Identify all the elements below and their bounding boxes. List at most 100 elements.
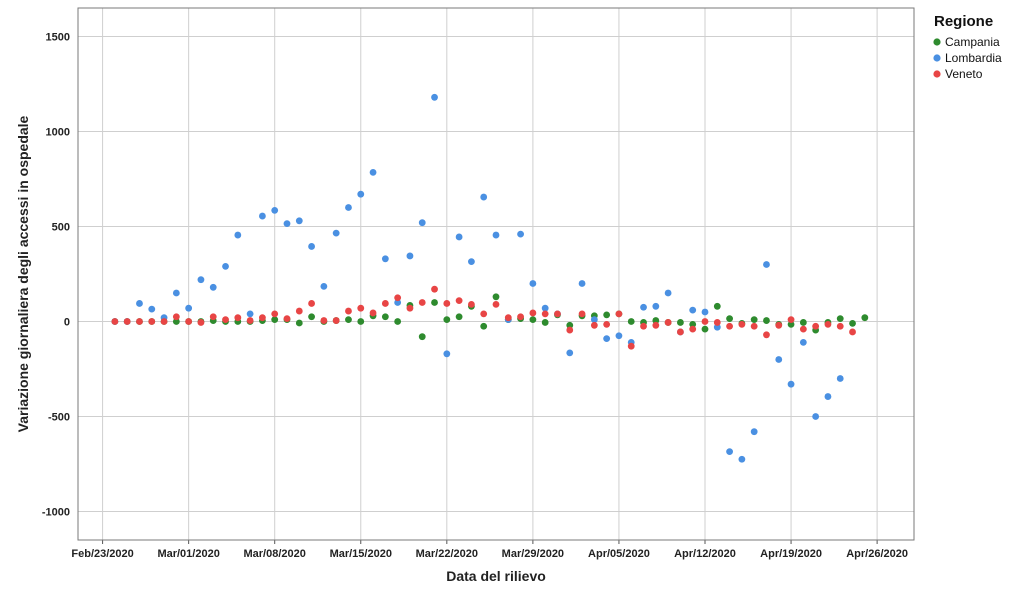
data-point (701, 318, 709, 325)
data-point (652, 321, 660, 329)
data-point (640, 322, 647, 330)
x-tick-label: Apr/26/2020 (846, 548, 908, 560)
legend: Regione Campania Lombardia Veneto (933, 13, 1002, 81)
plot-frame (77, 7, 915, 541)
data-point (615, 310, 623, 318)
data-point (431, 93, 438, 101)
data-point (541, 319, 549, 326)
data-point (271, 310, 279, 318)
data-point (529, 316, 537, 323)
data-point (369, 309, 377, 317)
legend-label: Lombardia (945, 51, 1002, 65)
data-point (529, 309, 537, 317)
data-point (763, 331, 770, 339)
data-point (381, 300, 389, 307)
data-point (332, 317, 340, 324)
data-point (566, 349, 574, 357)
data-point (123, 318, 131, 325)
x-tick-label: Apr/05/2020 (588, 548, 650, 560)
legend-label: Campania (945, 35, 1000, 49)
y-tick-label: 1000 (46, 127, 70, 139)
data-point (431, 285, 438, 293)
data-point (394, 294, 402, 302)
data-point (726, 322, 733, 330)
x-tick-label: Apr/12/2020 (674, 548, 736, 560)
y-tick-label: 0 (64, 317, 70, 329)
data-point (713, 302, 721, 310)
data-point (750, 428, 758, 436)
data-point (320, 282, 328, 290)
data-point (308, 313, 315, 321)
data-point (689, 320, 697, 328)
data-point (775, 356, 783, 363)
data-point (664, 289, 672, 297)
data-point (480, 193, 488, 201)
data-point (480, 310, 488, 318)
data-point (726, 315, 733, 323)
data-point (578, 280, 586, 287)
data-point (677, 328, 684, 336)
data-point (455, 233, 463, 241)
data-point (246, 310, 254, 318)
data-point (590, 321, 598, 329)
data-point (799, 325, 807, 333)
data-point (603, 335, 611, 342)
data-point (701, 308, 709, 316)
data-point (222, 263, 229, 270)
y-axis-title: Variazione giornaliera degli accessi in … (15, 115, 31, 432)
data-points (111, 93, 869, 463)
data-point (418, 299, 426, 306)
data-point (443, 316, 451, 323)
data-point (283, 315, 291, 323)
data-point (468, 258, 475, 266)
data-point (345, 307, 352, 315)
x-tick-label: Apr/19/2020 (760, 548, 822, 560)
data-point (295, 319, 303, 327)
data-point (590, 316, 598, 323)
data-point (603, 311, 611, 319)
data-point (320, 317, 328, 324)
data-point (111, 318, 119, 325)
data-point (160, 318, 168, 325)
x-tick-label: Mar/15/2020 (330, 548, 392, 560)
data-point (259, 314, 266, 322)
data-point (271, 316, 279, 323)
data-point (345, 316, 352, 323)
data-point (799, 339, 807, 346)
data-point (148, 305, 156, 313)
data-point (418, 219, 426, 227)
data-point (443, 350, 451, 358)
data-point (775, 321, 783, 329)
data-point (197, 276, 205, 284)
data-point (455, 297, 463, 304)
data-point (492, 293, 500, 301)
data-point (357, 304, 365, 312)
data-point (455, 313, 463, 321)
data-point (849, 320, 856, 327)
data-point (836, 375, 844, 382)
data-point (332, 229, 340, 237)
data-point (640, 303, 647, 311)
x-tick-label: Feb/23/2020 (71, 548, 133, 560)
data-point (369, 168, 377, 176)
data-point (394, 299, 402, 306)
legend-label: Veneto (945, 67, 983, 81)
data-point (431, 299, 438, 306)
data-point (750, 322, 758, 330)
data-point (799, 319, 807, 326)
data-point (541, 304, 549, 312)
data-point (713, 323, 721, 331)
legend-items: Campania Lombardia Veneto (933, 35, 1002, 81)
legend-marker (933, 38, 941, 46)
data-point (627, 342, 635, 350)
series-veneto (111, 285, 856, 350)
data-point (677, 319, 684, 326)
data-point (308, 300, 315, 307)
data-point (492, 301, 500, 308)
x-tick-label: Mar/29/2020 (502, 548, 564, 560)
x-tick-label: Mar/22/2020 (416, 548, 478, 560)
data-point (357, 190, 365, 198)
data-point (738, 320, 746, 328)
y-tick-labels: -1000 -500 0 500 1000 1500 (42, 32, 70, 519)
data-point (136, 300, 143, 307)
